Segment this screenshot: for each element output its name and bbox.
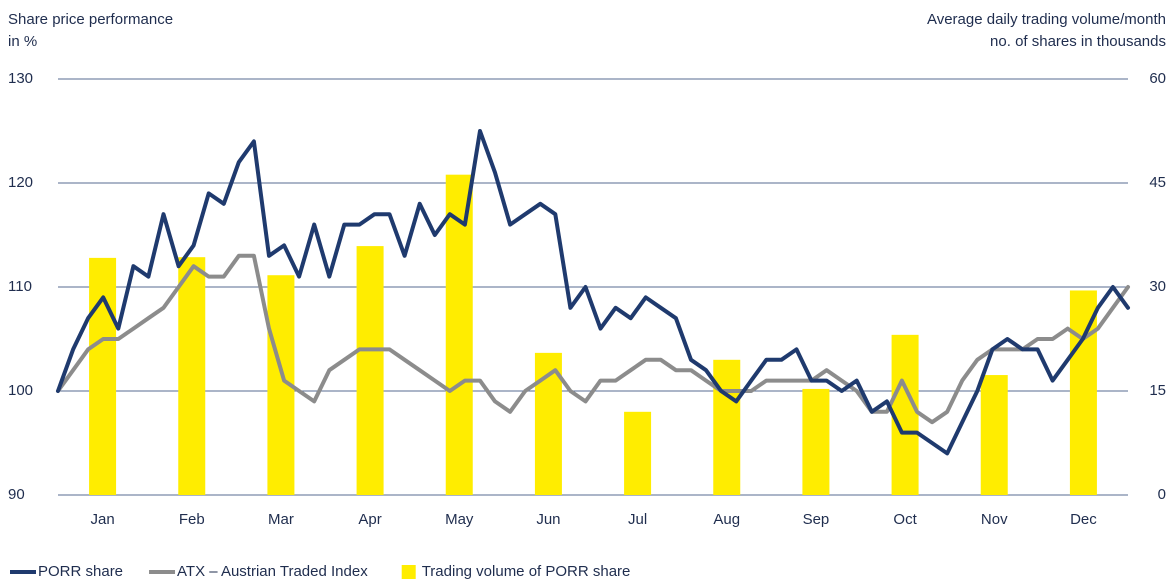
bar: [356, 246, 384, 495]
bar: [891, 334, 919, 495]
y-tick-label: 120: [8, 174, 33, 191]
y-tick-label: 100: [8, 382, 33, 399]
x-tick-label: Nov: [981, 511, 1008, 528]
bar: [89, 257, 117, 495]
y2-tick-label: 45: [1149, 174, 1166, 191]
y-tick-label: 130: [8, 70, 33, 87]
x-tick-label: Jun: [536, 511, 560, 528]
bar: [802, 388, 830, 495]
legend-swatch: [401, 565, 416, 579]
line: [56, 253, 1130, 425]
y2-tick-label: 30: [1149, 278, 1166, 295]
legend-label: ATX – Austrian Traded Index: [177, 563, 368, 580]
y2-tick-label: 0: [1158, 486, 1166, 503]
x-tick-label: Dec: [1070, 511, 1097, 528]
y-tick-label: 90: [8, 486, 25, 503]
legend-label: Trading volume of PORR share: [422, 563, 631, 580]
legend-label: PORR share: [38, 563, 123, 580]
y2-tick-label: 15: [1149, 382, 1166, 399]
x-tick-label: Aug: [713, 511, 740, 528]
bar: [624, 411, 652, 495]
y-axis-label: in %: [8, 33, 37, 50]
bar: [445, 174, 473, 495]
bar: [178, 257, 206, 495]
bar: [1069, 290, 1097, 495]
x-tick-label: Feb: [179, 511, 205, 528]
bar: [713, 359, 741, 495]
line: [56, 129, 1130, 456]
bar: [980, 375, 1008, 495]
y2-axis-label: Average daily trading volume/month: [927, 11, 1166, 28]
y-tick-label: 110: [8, 278, 32, 295]
x-tick-label: May: [445, 511, 474, 528]
x-tick-label: Apr: [358, 511, 381, 528]
y-axis-label: Share price performance: [8, 11, 173, 28]
x-tick-label: Mar: [268, 511, 294, 528]
y2-tick-label: 60: [1149, 70, 1166, 87]
x-tick-label: Jul: [628, 511, 647, 528]
x-tick-label: Jan: [90, 511, 114, 528]
x-tick-label: Oct: [893, 511, 917, 528]
x-tick-label: Sep: [803, 511, 830, 528]
y2-axis-label: no. of shares in thousands: [990, 33, 1166, 50]
